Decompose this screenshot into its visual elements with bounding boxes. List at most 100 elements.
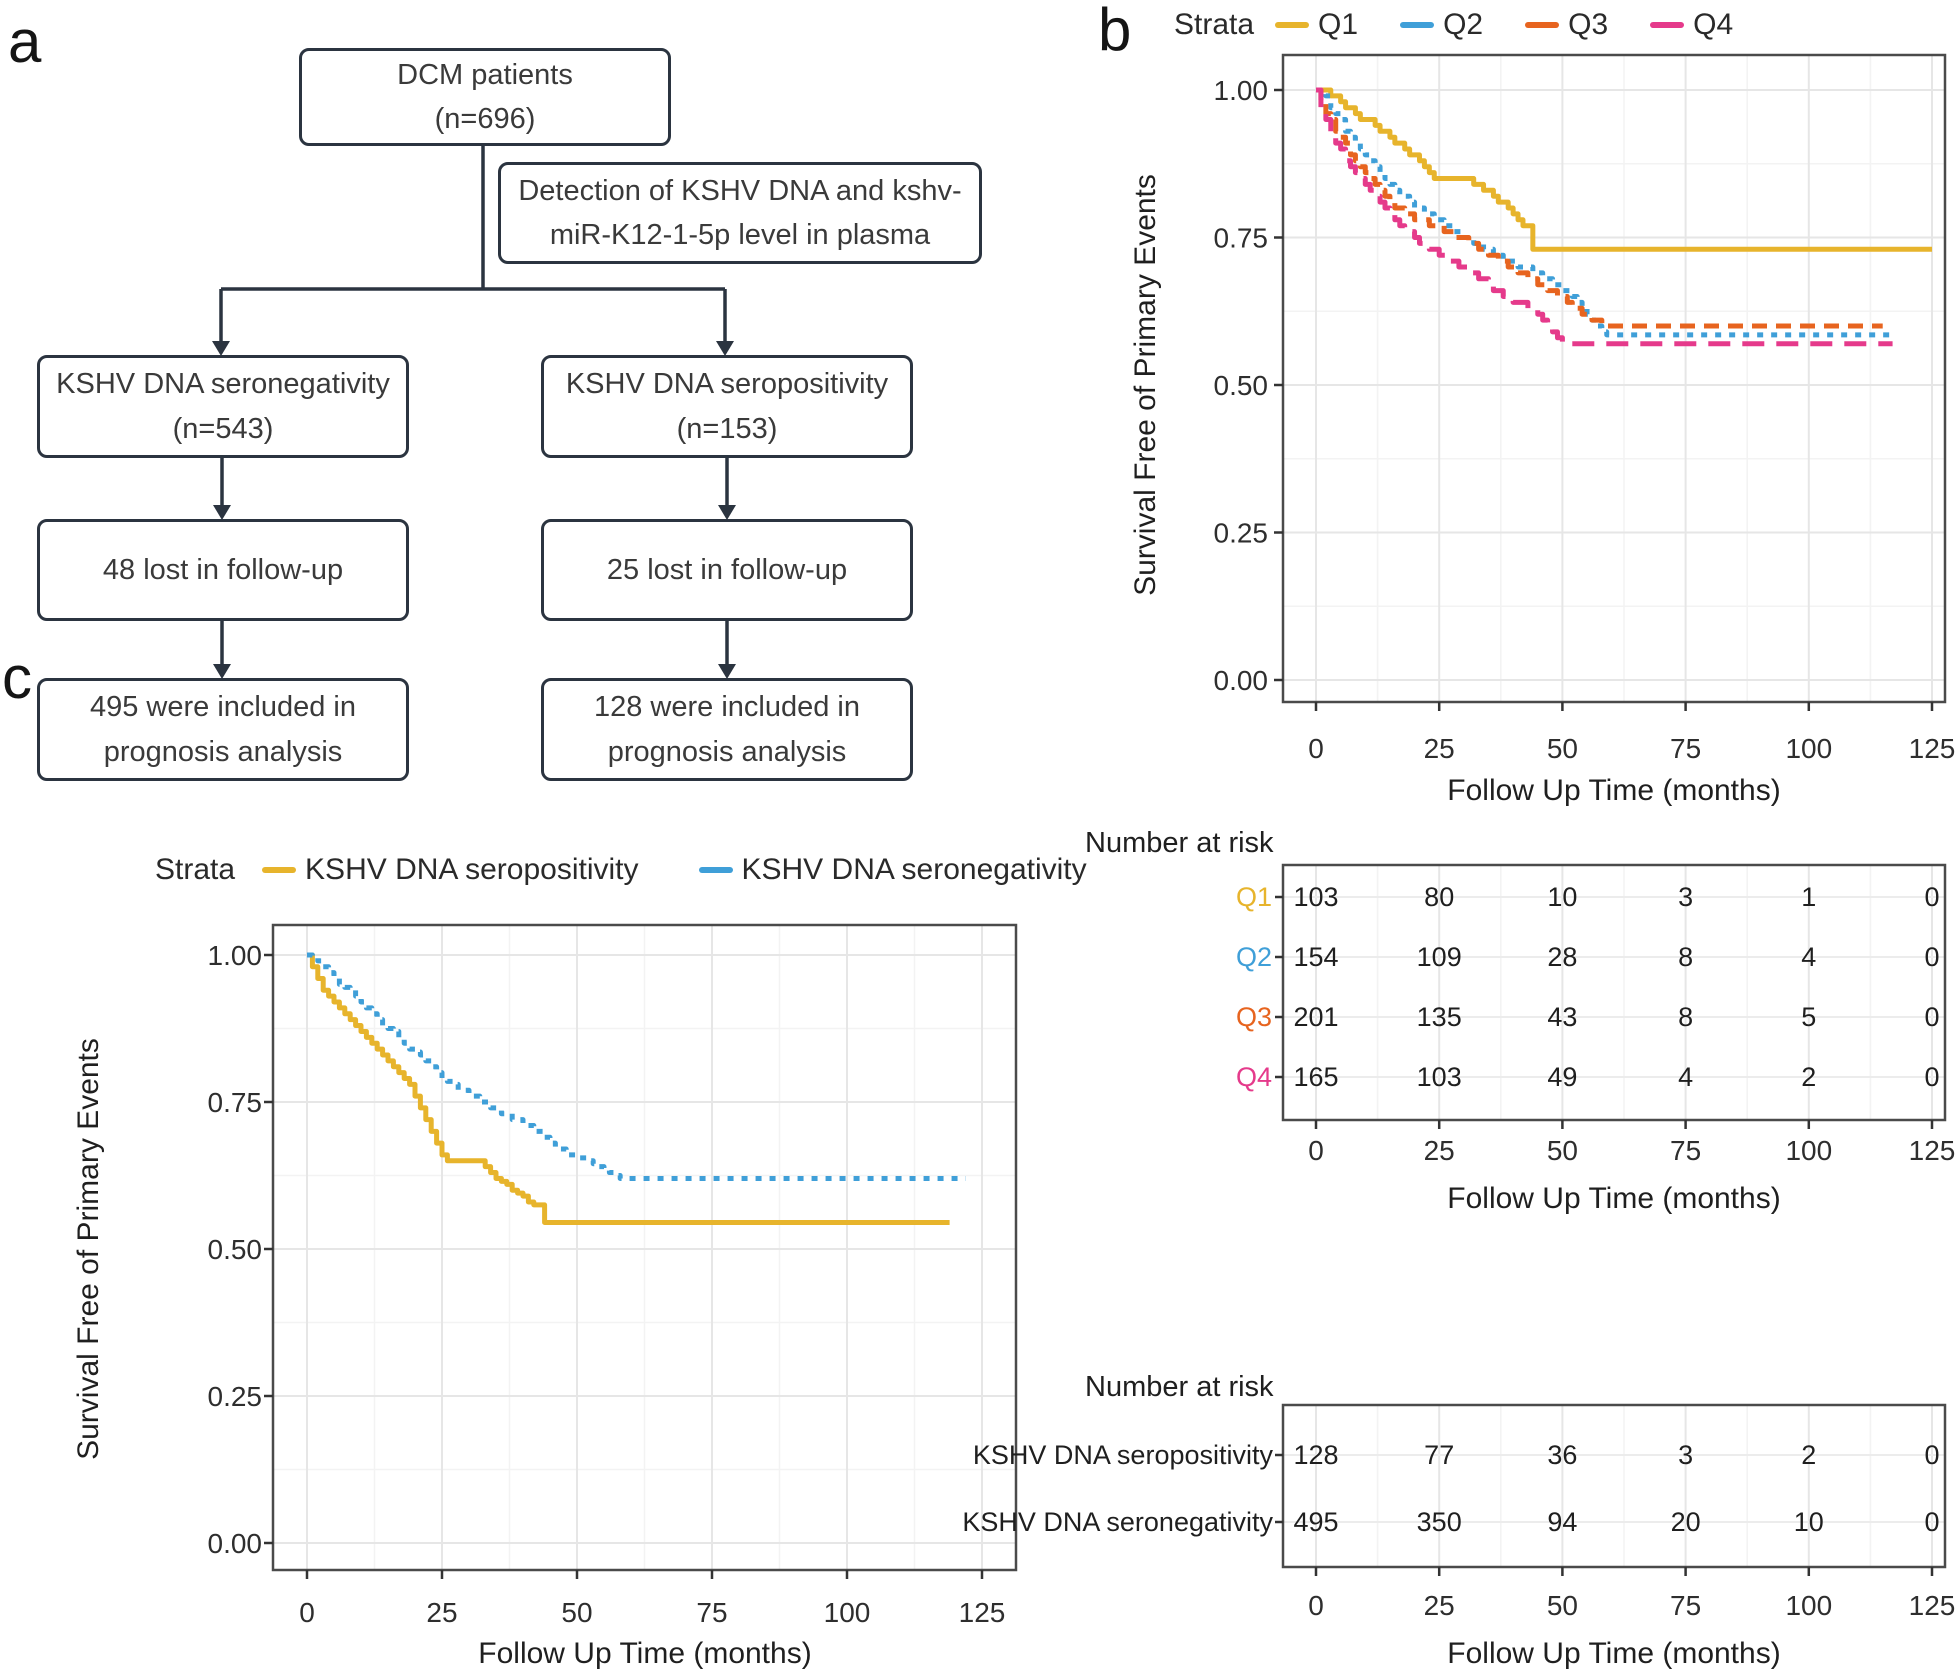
flowchart-box-text: prognosis analysis <box>103 735 343 768</box>
flowchart-box-lost-left: 48 lost in follow-up <box>37 519 409 621</box>
flowchart-box-included-left: 495 were included in prognosis analysis <box>37 678 409 781</box>
risk-count: 0 <box>1924 882 1939 912</box>
x-tick-label: 100 <box>1785 1135 1832 1166</box>
km-curve-q3 <box>1316 87 1883 329</box>
risk-table-frame <box>1281 1403 1947 1569</box>
legend-item-q1: Q1 <box>1275 8 1358 42</box>
risk-count: 2 <box>1801 1440 1816 1470</box>
risk-count: 8 <box>1678 942 1693 972</box>
risk-count: 10 <box>1547 882 1577 912</box>
legend-title: Strata <box>1174 8 1255 41</box>
flowchart-box-text: miR-K12-1-5p level in plasma <box>549 219 931 251</box>
km-chart-panel-c: 0 25 50 75 100 125 0.00 0.25 0.50 0.75 1.00 Follow … <box>72 923 1018 1670</box>
flowchart-box-included-right: 128 were included in prognosis analysis <box>541 678 913 781</box>
plot-frame <box>1281 53 1947 704</box>
risk-count: 3 <box>1678 1440 1693 1470</box>
legend-label: Q2 <box>1443 8 1484 41</box>
risk-row-label-q1: Q1 <box>1236 882 1272 912</box>
x-tick-label: 0 <box>1308 1135 1324 1166</box>
risk-count: 36 <box>1547 1440 1577 1470</box>
x-tick-label: 50 <box>1547 1590 1578 1621</box>
risk-count: 135 <box>1417 1002 1462 1032</box>
panel-c-label: c <box>2 644 32 711</box>
arrowhead-icon <box>213 505 231 520</box>
x-tick-label: 125 <box>1909 1135 1956 1166</box>
risk-row-label-kshv-dna-seropositivity: KSHV DNA seropositivity <box>973 1440 1274 1470</box>
x-tick-label: 75 <box>1670 1135 1701 1166</box>
arrowhead-icon <box>716 341 734 356</box>
risk-count: 103 <box>1293 882 1338 912</box>
y-axis-title: Survival Free of Primary Events <box>1129 174 1162 596</box>
flowchart-box-text: 495 were included in <box>89 691 356 724</box>
flowchart-box-text: 48 lost in follow-up <box>102 553 344 586</box>
flowchart-box-seropositivity: KSHV DNA seropositivity (n=153) <box>541 355 913 458</box>
km-chart-panel-b: 0 25 50 75 100 125 0.00 0.25 0.50 0.75 1.00 Follow … <box>1129 53 1955 807</box>
y-tick-label: 0.00 <box>208 1528 263 1559</box>
legend-panel-b: Strata Q1 Q2 Q3 Q4 <box>1174 8 1733 42</box>
risk-count: 0 <box>1924 1440 1939 1470</box>
risk-count: 3 <box>1678 882 1693 912</box>
risk-table-frame <box>1281 863 1947 1122</box>
x-axis-title: Follow Up Time (months) <box>1447 1637 1780 1670</box>
x-tick-label: 50 <box>561 1597 592 1628</box>
y-tick-label: 0.50 <box>1214 370 1269 401</box>
flowchart-box-text: (n=153) <box>676 412 778 445</box>
y-tick-label: 0.25 <box>1214 518 1269 549</box>
flowchart-box-text: 128 were included in <box>593 691 860 724</box>
legend-key-icon <box>1275 22 1310 28</box>
risk-count: 43 <box>1547 1002 1577 1032</box>
flowchart-box-detection: Detection of KSHV DNA and kshv- miR-K12-… <box>498 162 982 264</box>
flowchart-box-dcm-patients: DCM patients (n=696) <box>299 48 671 146</box>
y-tick-label: 1.00 <box>208 940 263 971</box>
x-tick-label: 75 <box>1670 733 1701 764</box>
risk-count: 2 <box>1801 1062 1816 1092</box>
x-tick-label: 125 <box>959 1597 1006 1628</box>
legend-item-kshv-dna-seropositivity: KSHV DNA seropositivity <box>262 853 639 887</box>
risk-count: 1 <box>1801 882 1816 912</box>
y-tick-label: 0.75 <box>1214 223 1269 254</box>
risk-table-panel-b: Q1 103 80 10 3 1 0Q2 154 109 28 8 4 0Q3 201 135 43 8 5 0Q4… <box>1085 827 1956 1215</box>
flowchart-box-text: 25 lost in follow-up <box>606 553 848 586</box>
km-curve-q4 <box>1316 87 1893 347</box>
legend-item-q4: Q4 <box>1650 8 1733 42</box>
plot-frame <box>271 923 1018 1572</box>
flowchart-box-text: KSHV DNA seronegativity <box>56 368 390 401</box>
arrowhead-icon <box>212 341 230 356</box>
risk-count: 10 <box>1794 1507 1824 1537</box>
risk-count: 109 <box>1417 942 1462 972</box>
risk-count: 495 <box>1293 1507 1338 1537</box>
legend-label: KSHV DNA seronegativity <box>741 853 1087 886</box>
y-tick-label: 1.00 <box>1214 75 1269 106</box>
risk-row-label-q3: Q3 <box>1236 1002 1272 1032</box>
x-axis-title: Follow Up Time (months) <box>1447 774 1780 807</box>
legend-key-icon <box>1400 22 1435 28</box>
flowchart-box-text: DCM patients <box>397 58 573 91</box>
flowchart-arrowheads <box>212 341 736 679</box>
x-tick-label: 25 <box>426 1597 457 1628</box>
legend-label: KSHV DNA seropositivity <box>305 853 639 886</box>
risk-count: 5 <box>1801 1002 1816 1032</box>
km-curve-kshv-dna-seronegativity <box>307 952 966 1181</box>
x-tick-label: 0 <box>1308 1590 1324 1621</box>
x-tick-label: 75 <box>696 1597 727 1628</box>
risk-count: 201 <box>1293 1002 1338 1032</box>
risk-row-label-q4: Q4 <box>1236 1062 1272 1092</box>
flowchart-box-text: (n=696) <box>434 103 536 135</box>
x-tick-label: 25 <box>1424 1135 1455 1166</box>
risk-table-background <box>1283 1405 1945 1567</box>
risk-count: 103 <box>1417 1062 1462 1092</box>
legend-label: Q1 <box>1318 8 1359 41</box>
risk-count: 154 <box>1293 942 1338 972</box>
risk-count: 128 <box>1293 1440 1338 1470</box>
legend-key-icon <box>1650 22 1685 28</box>
flowchart-lines <box>219 146 729 665</box>
risk-count: 80 <box>1424 882 1454 912</box>
risk-count: 0 <box>1924 1507 1939 1537</box>
risk-count: 350 <box>1417 1507 1462 1537</box>
y-tick-label: 0.25 <box>208 1381 263 1412</box>
arrowhead-icon <box>718 664 736 679</box>
risk-count: 165 <box>1293 1062 1338 1092</box>
y-tick-label: 0.00 <box>1214 665 1269 696</box>
legend-label: Q4 <box>1693 8 1734 41</box>
